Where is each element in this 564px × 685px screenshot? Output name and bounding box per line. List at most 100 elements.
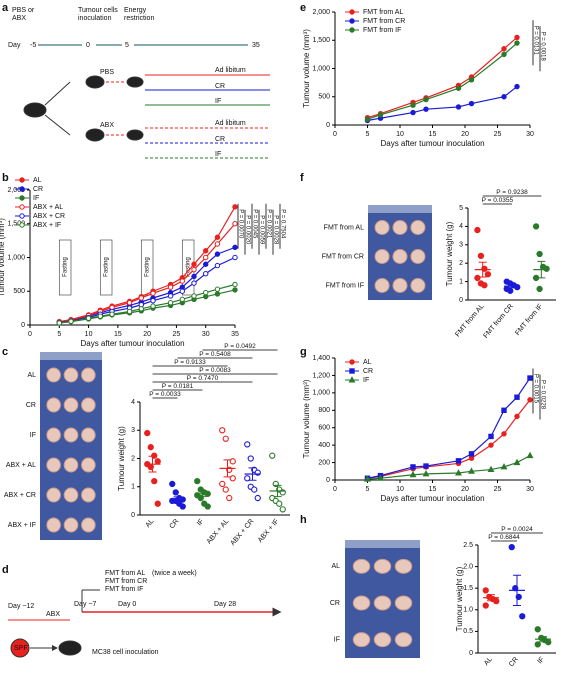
data-point bbox=[204, 503, 211, 510]
y-tick-label: 400 bbox=[318, 442, 330, 449]
tumour bbox=[46, 367, 61, 383]
marker bbox=[19, 204, 25, 210]
legend-label: AL bbox=[363, 359, 372, 366]
sem-bar bbox=[173, 496, 182, 503]
p-value: P = 0.9238 bbox=[496, 189, 528, 196]
data-point bbox=[482, 587, 489, 594]
tumour bbox=[81, 427, 96, 443]
x-tick-label: ABX + IF bbox=[257, 518, 281, 544]
x-tick-label: 15 bbox=[429, 131, 437, 138]
x-tick-label: 20 bbox=[143, 331, 151, 338]
x-axis-label: Days after tumour inoculation bbox=[380, 139, 484, 148]
marker bbox=[214, 251, 221, 257]
data-point bbox=[534, 641, 541, 648]
x-tick-label: 0 bbox=[333, 486, 337, 493]
marker bbox=[455, 458, 462, 464]
sem-bar bbox=[487, 594, 495, 602]
marker bbox=[514, 40, 520, 46]
marker bbox=[487, 465, 495, 473]
y-tick-label: 1,500 bbox=[7, 221, 25, 228]
schematic-label: 0 bbox=[86, 42, 90, 49]
p-value: P = 0.9133 bbox=[174, 359, 206, 366]
x-tick-label: 5 bbox=[57, 331, 61, 338]
marker bbox=[203, 289, 209, 296]
p-value: P = 0.0228 bbox=[539, 380, 545, 410]
legend-label: AL bbox=[33, 177, 42, 184]
marker bbox=[514, 394, 520, 400]
schematic-label: MC38 cell inoculation bbox=[92, 649, 159, 656]
y-tick-label: 2 bbox=[459, 260, 463, 267]
x-tick-label: 5 bbox=[366, 486, 370, 493]
legend-label: CR bbox=[363, 368, 373, 375]
marker bbox=[349, 368, 355, 374]
y-tick-label: 500 bbox=[318, 94, 330, 101]
y-tick-label: 500 bbox=[13, 288, 25, 295]
tumour bbox=[410, 249, 426, 264]
data-point bbox=[147, 444, 154, 451]
y-axis-label: Tumour weight (g) bbox=[117, 426, 126, 491]
fasting-label: Fasting bbox=[145, 257, 151, 277]
marker bbox=[203, 248, 209, 254]
schematic-label: Day 0 bbox=[118, 601, 136, 608]
schematic-label: 5 bbox=[125, 42, 129, 49]
panel-label: a bbox=[2, 2, 9, 14]
series-line bbox=[367, 399, 531, 479]
tumour bbox=[46, 517, 61, 533]
marker bbox=[468, 455, 475, 461]
fasting-label: Fasting bbox=[63, 257, 69, 277]
schematic-label: ABX bbox=[100, 122, 114, 129]
photo-label: ABX + IF bbox=[8, 522, 36, 529]
y-tick-label: 1,000 bbox=[312, 65, 330, 72]
schematic-label: FMT from IF bbox=[105, 586, 143, 593]
marker bbox=[150, 298, 156, 304]
legend-label: FMT from CR bbox=[363, 18, 405, 25]
photo-label: IF bbox=[30, 432, 36, 439]
x-tick-label: IF bbox=[537, 656, 546, 665]
legend-label: FMT from AL bbox=[363, 9, 403, 16]
y-tick-label: 3 bbox=[459, 242, 463, 249]
marker bbox=[527, 375, 533, 381]
marker bbox=[409, 470, 417, 478]
series-line bbox=[367, 86, 518, 122]
marker bbox=[126, 308, 133, 315]
sem-bar bbox=[273, 484, 282, 498]
data-point bbox=[484, 271, 492, 278]
marker bbox=[19, 186, 25, 192]
p-value: P = 0.0021 bbox=[265, 209, 271, 239]
photo-ruler bbox=[40, 352, 102, 360]
x-tick-label: 30 bbox=[202, 331, 210, 338]
tumour bbox=[374, 278, 390, 293]
tumour bbox=[352, 595, 371, 611]
marker bbox=[526, 451, 534, 459]
schematic-label: PBS or bbox=[12, 7, 35, 14]
x-tick-label: 15 bbox=[114, 331, 122, 338]
legend-label: ABX + IF bbox=[33, 222, 61, 229]
x-tick-label: 10 bbox=[396, 486, 404, 493]
x-tick-label: AL bbox=[483, 656, 494, 667]
tumour bbox=[46, 397, 61, 413]
tumour bbox=[392, 220, 408, 235]
p-value: P = 0.0020 bbox=[244, 215, 250, 245]
panel-label: d bbox=[2, 564, 9, 576]
tumour bbox=[392, 249, 408, 264]
marker bbox=[410, 464, 416, 470]
y-tick-label: 1,400 bbox=[312, 355, 330, 362]
data-point bbox=[514, 283, 521, 291]
panel-label: h bbox=[300, 514, 307, 526]
tumour bbox=[63, 487, 79, 503]
data-point bbox=[477, 252, 485, 259]
data-point bbox=[276, 500, 283, 507]
y-tick-label: 0 bbox=[326, 477, 330, 484]
x-tick-label: 25 bbox=[494, 486, 502, 493]
schematic-label: Day −12 bbox=[8, 603, 34, 610]
p-value: P = 0.6844 bbox=[488, 534, 520, 541]
data-point bbox=[251, 486, 258, 493]
marker bbox=[191, 261, 197, 267]
marker bbox=[179, 288, 185, 294]
tumour bbox=[394, 632, 413, 648]
marker bbox=[85, 315, 92, 321]
marker bbox=[179, 296, 185, 303]
data-point bbox=[244, 441, 251, 448]
schematic-label: FMT from CR bbox=[105, 578, 147, 585]
